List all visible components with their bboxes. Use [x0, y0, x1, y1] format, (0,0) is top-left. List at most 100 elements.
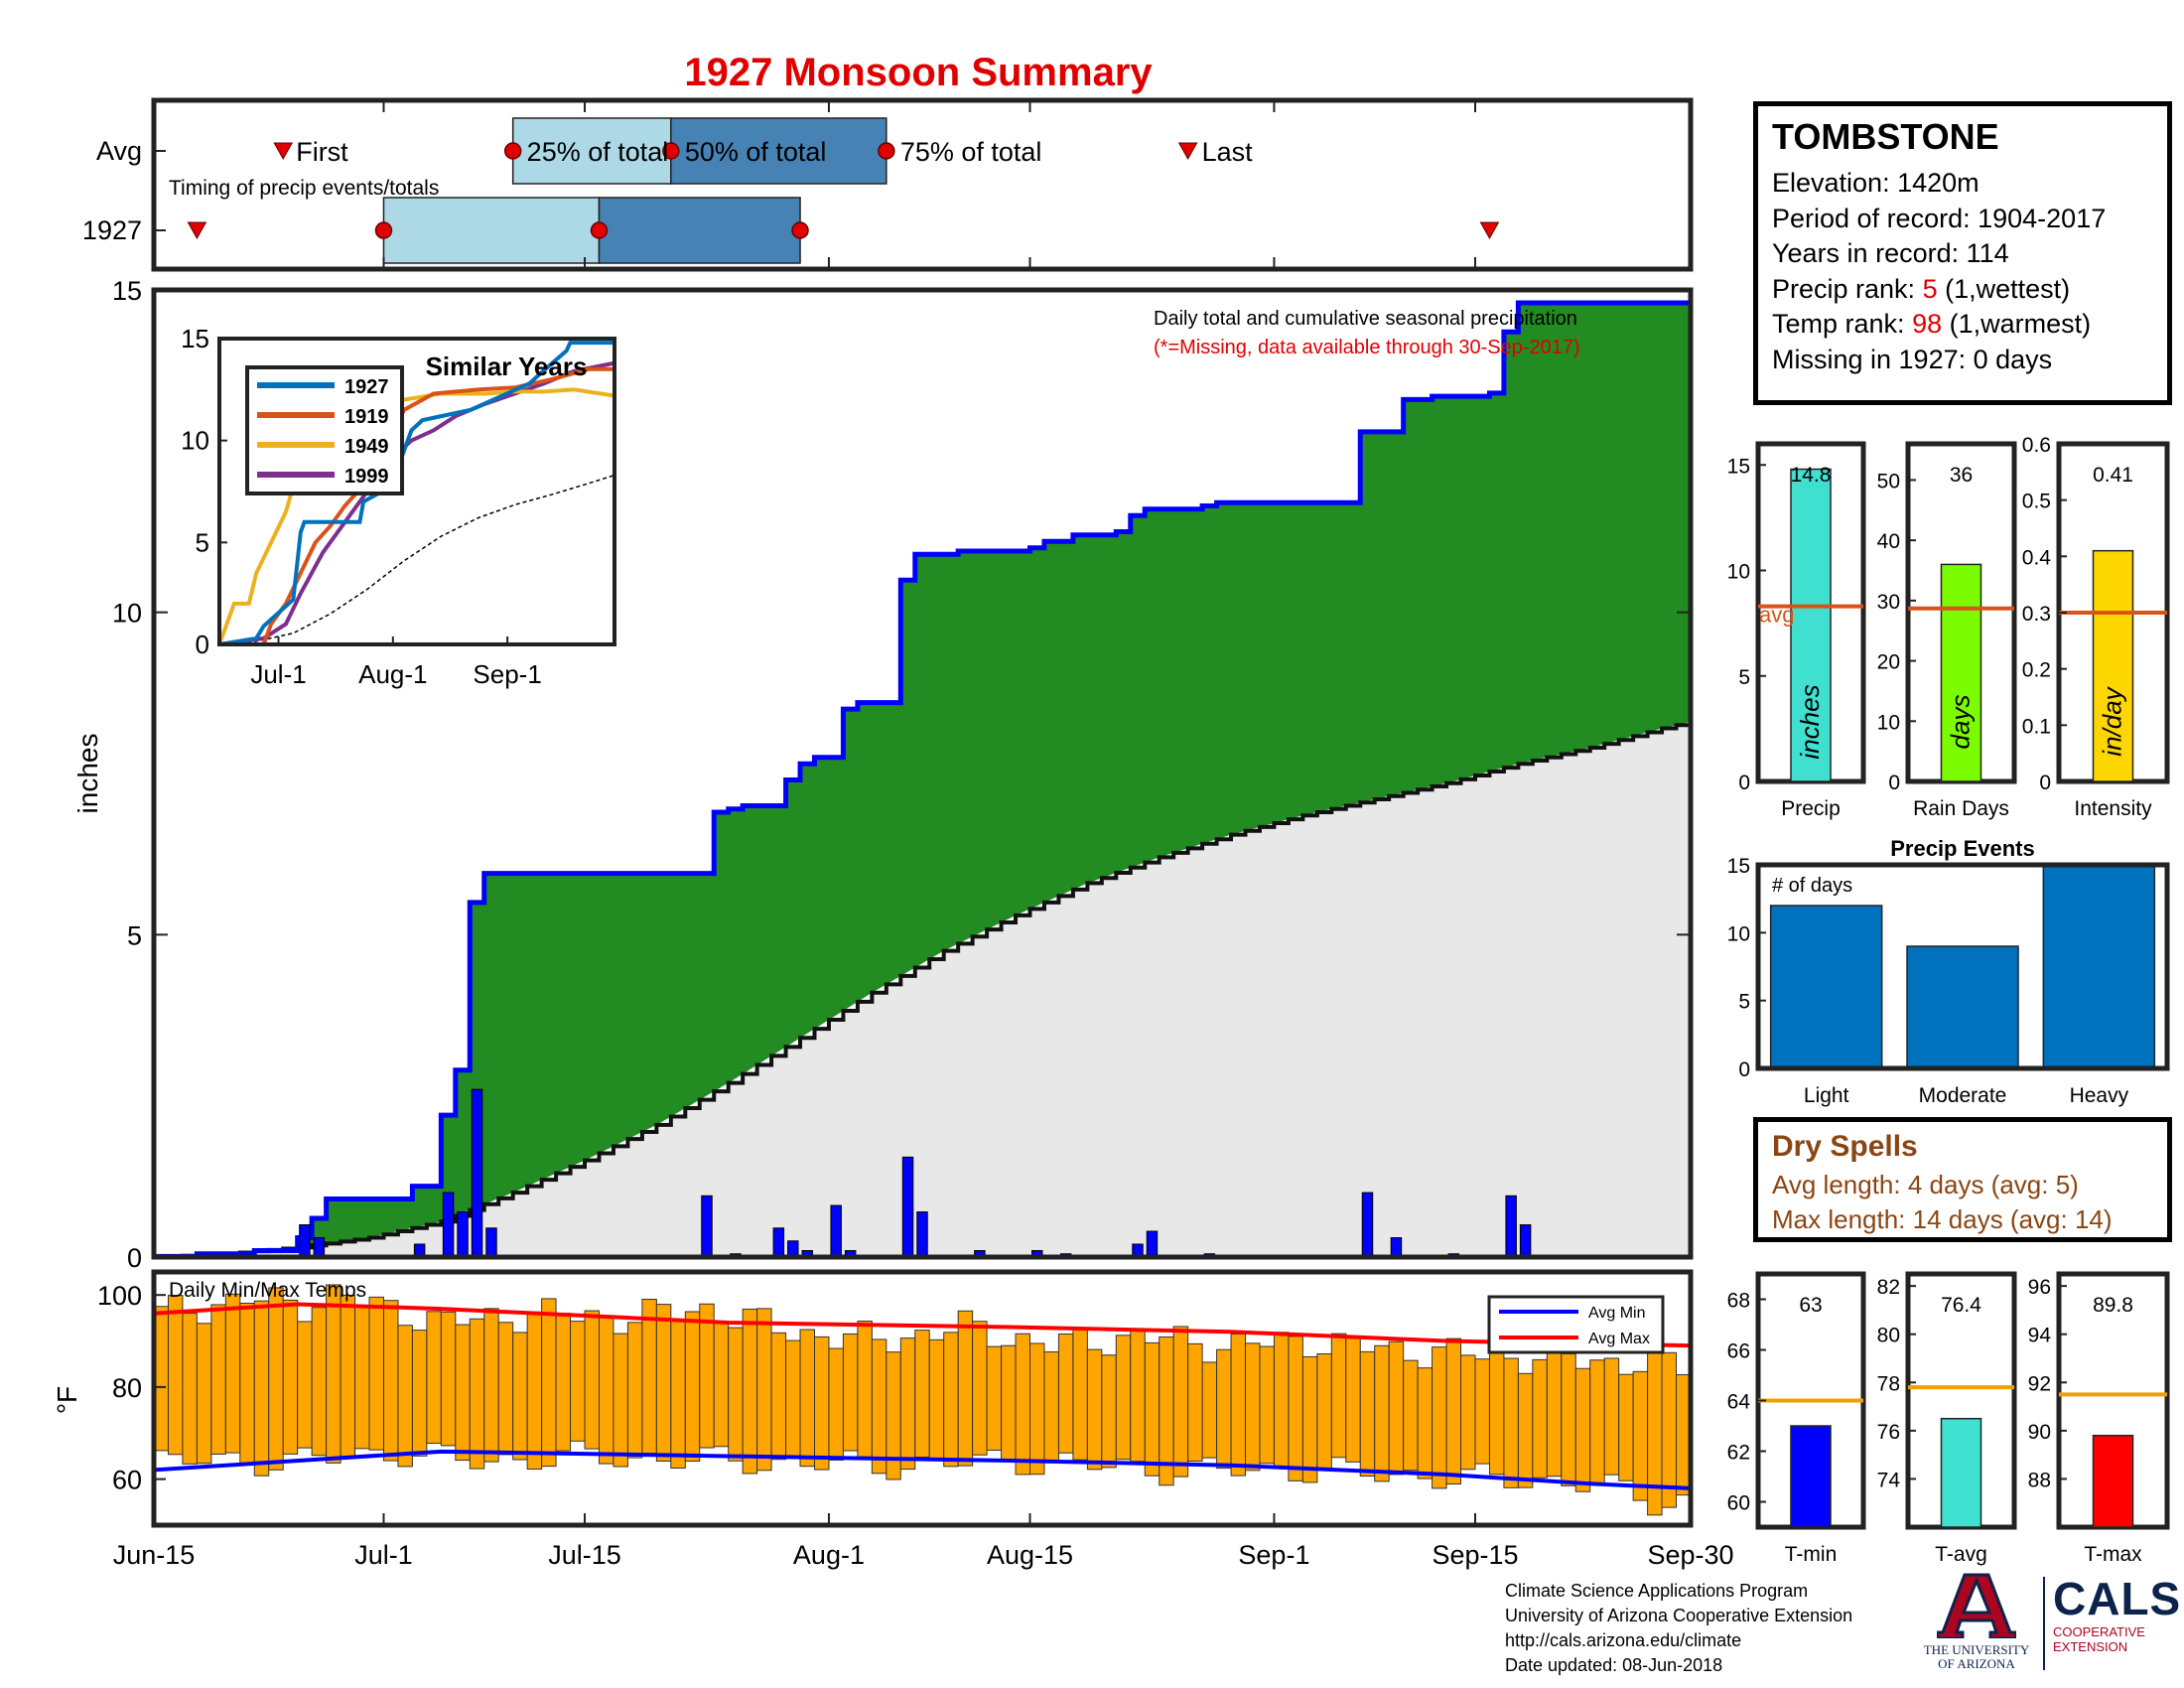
daily-temp-bar	[526, 1311, 543, 1471]
timing-label-q25: 25% of total	[527, 137, 669, 167]
daily-precip-bar	[313, 1237, 326, 1258]
timing-label-last: Last	[1202, 137, 1254, 167]
station-name: TOMBSTONE	[1772, 116, 1999, 157]
daily-temp-bar	[899, 1337, 916, 1471]
tmax-value-label: 89.8	[2093, 1294, 2133, 1317]
x-tick-label: Sep-1	[1238, 1540, 1309, 1570]
tmin-value-label: 63	[1799, 1294, 1822, 1317]
inset-series-line	[218, 474, 615, 645]
precip_total-y-tick-label: 5	[1738, 666, 1750, 689]
footer-line-1: Climate Science Applications Program	[1505, 1581, 1809, 1601]
daily-temp-bar	[555, 1313, 572, 1452]
x-tick-label: Jul-1	[354, 1540, 413, 1570]
daily-temp-bar	[813, 1336, 830, 1471]
daily-temp-bar	[1532, 1358, 1548, 1478]
daily-temp-bar	[1632, 1370, 1649, 1501]
daily-temp-bar	[382, 1300, 399, 1462]
daily-temps-chart: 60 80 100 °F Daily Min/Max Temps Avg Min Avg M…	[52, 1269, 1734, 1570]
avg-max-line	[153, 1302, 1692, 1348]
inset-x-tick-label: Jul-1	[250, 659, 306, 689]
temp-rank-value: 98	[1912, 309, 1943, 339]
daily-temp-bar	[1130, 1329, 1146, 1463]
daily-temp-bar	[1574, 1367, 1591, 1492]
daily-temp-bar	[253, 1300, 270, 1477]
intensity-bar-label: in/day	[2098, 685, 2127, 756]
precip-events-category-label: Light	[1804, 1084, 1849, 1107]
rain_days-y-tick-label: 30	[1877, 591, 1900, 614]
daily-temp-bar	[1503, 1357, 1519, 1488]
daily-precip-bar	[1505, 1195, 1517, 1258]
temps-legend-box	[1487, 1295, 1665, 1354]
daily-temp-bar	[857, 1321, 873, 1458]
tmin-y-tick-label: 60	[1727, 1492, 1750, 1515]
timing-quantile-marker	[662, 142, 680, 160]
daily-temp-bar	[1029, 1342, 1045, 1476]
x-tick-label: Jun-15	[113, 1540, 196, 1570]
daily-temp-bar	[613, 1333, 628, 1468]
daily-temp-bar	[1374, 1344, 1390, 1482]
main-chart-title: Daily total and cumulative seasonal prec…	[1154, 308, 1577, 330]
station-missing: Missing in 1927: 0 days	[1772, 344, 2053, 374]
daily-temp-bar	[210, 1304, 226, 1455]
rain_days-y-tick-label: 40	[1877, 530, 1900, 553]
daily-precip-bar	[457, 1211, 469, 1258]
station-elevation: Elevation: 1420m	[1772, 168, 1979, 198]
daily-temp-bar	[972, 1321, 988, 1456]
daily-temp-bar	[1618, 1373, 1634, 1481]
temps-legend-label-max: Avg Max	[1588, 1331, 1650, 1347]
timing-quantile-marker	[791, 221, 809, 239]
precip-rank-value: 5	[1922, 273, 1938, 304]
daily-temp-bar	[483, 1308, 499, 1463]
station-info-box: TOMBSTONE Elevation: 1420m Period of rec…	[1753, 101, 2172, 405]
main-y-axis-label: inches	[72, 734, 103, 814]
avg-min-line	[153, 1449, 1692, 1490]
main-y-tick-label: 5	[127, 920, 142, 950]
daily-temp-bar	[1273, 1332, 1290, 1470]
main-frame	[151, 287, 1694, 1260]
intensity-y-tick-label: 0.1	[2022, 715, 2051, 738]
inset-legend-label: 1919	[344, 406, 389, 428]
tavg-y-tick-label: 76	[1877, 1421, 1900, 1444]
tavg-bar	[1940, 1417, 1982, 1528]
rain_days-value-label: 36	[1950, 464, 1973, 487]
daily-temp-bar	[1603, 1357, 1620, 1476]
precip_total-bar	[1790, 468, 1832, 782]
daily-temp-bar	[914, 1330, 930, 1459]
timing-row-label: 1927	[82, 215, 142, 245]
precip_total-bar-label: inches	[1795, 684, 1825, 759]
daily-temp-bar	[354, 1305, 370, 1450]
daily-precip-bar	[901, 1156, 914, 1258]
x-tick-label: Aug-1	[793, 1540, 865, 1570]
tmax-y-tick-label: 88	[2028, 1469, 2051, 1491]
intensity-y-tick-label: 0.6	[2022, 434, 2051, 457]
footer-line-3: http://cals.arizona.edu/climate	[1505, 1630, 1742, 1650]
tmax-y-tick-label: 92	[2028, 1372, 2051, 1395]
tmax-y-tick-label: 94	[2028, 1325, 2052, 1347]
x-tick-label: Sep-30	[1647, 1540, 1733, 1570]
daily-temp-bar	[167, 1295, 184, 1456]
daily-temp-bar	[1445, 1337, 1462, 1485]
daily-temp-bar	[340, 1294, 356, 1459]
intensity-category-label: Intensity	[2074, 797, 2152, 820]
daily-temp-bar	[684, 1311, 701, 1463]
precip-events-y-tick-label: 5	[1738, 991, 1750, 1014]
daily-temp-bar	[1460, 1354, 1476, 1471]
timing-last-marker	[1479, 221, 1500, 240]
precip_total-category-label: Precip	[1781, 797, 1841, 820]
daily-temp-bar	[1417, 1367, 1433, 1479]
tavg-y-tick-label: 82	[1877, 1276, 1900, 1299]
timing-row-label: Avg	[96, 136, 142, 166]
daily-temp-bar	[1086, 1348, 1103, 1471]
rain_days-category-label: Rain Days	[1913, 797, 2009, 820]
intensity-value-label: 0.41	[2093, 464, 2133, 487]
daily-temp-bar	[728, 1327, 744, 1462]
intensity-y-tick-label: 0	[2039, 772, 2051, 794]
daily-precip-bar	[1361, 1192, 1374, 1258]
daily-temp-bar	[670, 1319, 686, 1470]
daily-temp-bar	[182, 1313, 198, 1465]
cals-logo-line-2: EXTENSION	[2053, 1639, 2128, 1654]
cals-logo-text: CALS	[2053, 1573, 2182, 1624]
daily-temp-bar	[957, 1310, 974, 1467]
daily-precip-bar	[830, 1204, 842, 1258]
